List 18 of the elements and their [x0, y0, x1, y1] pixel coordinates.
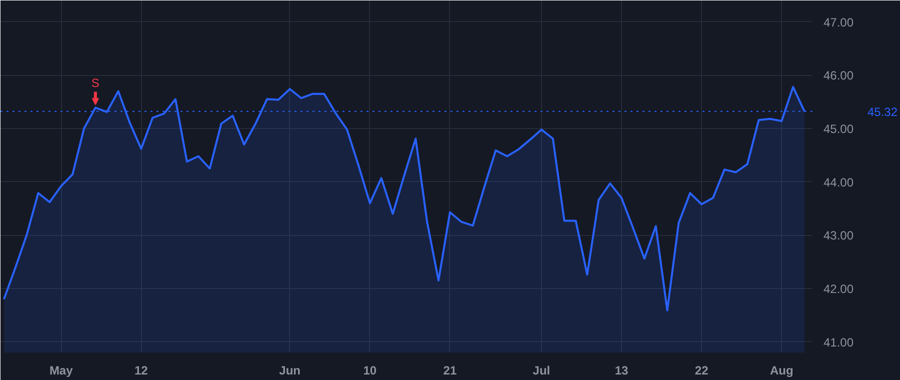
- y-tick-label: 47.00: [824, 15, 854, 30]
- y-tick-label: 45.00: [824, 122, 854, 136]
- x-tick-label: 22: [694, 364, 709, 378]
- x-tick-label: 12: [134, 364, 148, 378]
- x-tick-label: Jul: [532, 364, 550, 378]
- x-tick-label: 13: [614, 364, 629, 378]
- y-tick-label: 44.00: [824, 175, 854, 190]
- y-tick-label: 42.00: [824, 282, 854, 296]
- y-tick-label: 41.00: [824, 335, 854, 350]
- y-tick-label: 43.00: [824, 228, 854, 243]
- ref-line-label: 45.32: [868, 104, 898, 119]
- x-tick-label: 10: [363, 364, 377, 378]
- x-tick-label: 21: [443, 364, 457, 378]
- annotation: S: [91, 76, 100, 90]
- y-tick-label: 46.00: [824, 68, 854, 83]
- x-tick-label: May: [49, 364, 74, 378]
- x-tick-label: Aug: [770, 364, 794, 378]
- x-tick-label: Jun: [279, 364, 301, 378]
